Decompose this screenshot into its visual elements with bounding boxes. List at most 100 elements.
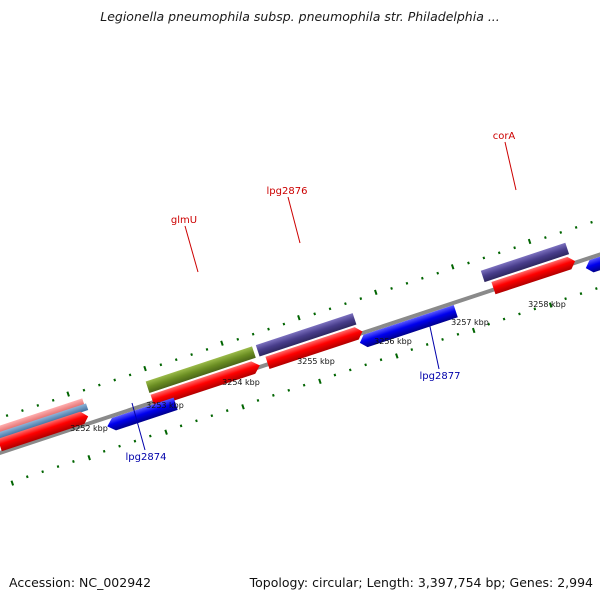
gene-pink-left[interactable]	[0, 398, 85, 435]
minor-tick	[574, 225, 578, 229]
major-tick	[87, 454, 91, 461]
gene-lpg2876-cog-bar[interactable]	[255, 313, 357, 357]
scale-label: 3254 kbp	[222, 378, 260, 387]
minor-tick	[287, 388, 291, 392]
minor-tick	[513, 246, 516, 250]
minor-tick	[159, 363, 163, 367]
accession-text: Accession: NC_002942	[9, 575, 152, 590]
minor-tick	[21, 409, 24, 412]
gene-glmU-arrow[interactable]	[150, 359, 262, 408]
minor-tick	[41, 470, 44, 474]
minor-tick	[421, 276, 424, 280]
scale-label: 3255 kbp	[297, 357, 335, 366]
gene-callouts	[131, 141, 517, 451]
minor-tick	[564, 297, 567, 301]
minor-tick	[410, 348, 414, 352]
minor-tick	[390, 286, 393, 290]
major-tick	[10, 480, 15, 486]
minor-tick	[502, 317, 506, 321]
minor-tick	[518, 312, 521, 316]
minor-tick	[128, 373, 132, 377]
minor-tick	[210, 414, 214, 418]
minor-tick	[533, 307, 537, 311]
major-tick	[220, 340, 224, 346]
scale-label: 3256 kbp	[374, 337, 412, 346]
minor-tick	[82, 388, 86, 392]
gene-label-corA[interactable]: corA	[493, 131, 516, 142]
gene-label-lpg2877[interactable]: lpg2877	[420, 371, 461, 382]
minor-tick	[595, 287, 598, 290]
minor-tick	[425, 343, 429, 346]
minor-tick	[467, 261, 470, 265]
minor-tick	[313, 312, 316, 316]
minor-tick	[179, 424, 183, 428]
gene-red-left[interactable]	[0, 410, 90, 452]
minor-tick	[98, 383, 101, 387]
scale-labels: 3252 kbp 3253 kbp 3254 kbp 3255 kbp 3256…	[70, 300, 566, 433]
minor-tick	[436, 271, 440, 275]
minor-tick	[482, 256, 486, 260]
reverse-tick-row	[10, 287, 598, 486]
major-tick	[395, 353, 399, 359]
minor-tick	[256, 398, 260, 402]
minor-tick	[348, 368, 352, 372]
minor-tick	[102, 449, 106, 453]
major-tick	[374, 289, 378, 295]
major-tick	[164, 429, 168, 435]
minor-tick	[497, 251, 501, 255]
scale-label: 3257 kbp	[451, 318, 489, 327]
major-tick	[318, 378, 322, 385]
forward-tick-row	[5, 220, 593, 418]
minor-tick	[118, 444, 121, 448]
minor-tick	[302, 383, 306, 387]
minor-tick	[25, 475, 29, 479]
major-tick	[527, 238, 532, 245]
minor-tick	[456, 332, 460, 336]
minor-tick	[559, 231, 563, 234]
minor-tick	[190, 353, 193, 357]
major-tick	[143, 365, 147, 372]
gene-glmU-cog-bar[interactable]	[145, 346, 256, 393]
minor-tick	[236, 337, 240, 341]
gene-lpg2877-arrow[interactable]	[358, 304, 458, 349]
minor-tick	[51, 398, 55, 402]
minor-tick	[405, 281, 409, 285]
gene-label-glmU[interactable]: glmU	[171, 215, 197, 226]
minor-tick	[282, 322, 286, 326]
minor-tick	[359, 297, 363, 301]
minor-tick	[333, 373, 337, 377]
genome-title: Legionella pneumophila subsp. pneumophil…	[100, 9, 500, 24]
minor-tick	[133, 439, 137, 443]
scale-label: 3258 kbp	[528, 300, 566, 309]
minor-tick	[174, 358, 178, 362]
minor-tick	[225, 409, 229, 413]
minor-tick	[195, 419, 198, 423]
gene-label-lpg2874[interactable]: lpg2874	[126, 452, 167, 463]
scale-label: 3253 kbp	[146, 401, 184, 410]
major-tick	[66, 391, 70, 397]
minor-tick	[148, 434, 152, 438]
gene-corA-cog-bar[interactable]	[480, 242, 570, 283]
genome-summary-text: Topology: circular; Length: 3,397,754 bp…	[249, 575, 593, 590]
gene-label-lpg2876[interactable]: lpg2876	[267, 186, 308, 197]
minor-tick	[441, 337, 444, 341]
minor-tick	[328, 307, 332, 311]
minor-tick	[205, 348, 209, 351]
major-tick	[241, 404, 245, 410]
minor-tick	[5, 414, 9, 418]
gene-right-edge-arrow[interactable]	[584, 215, 600, 274]
minor-tick	[487, 322, 491, 326]
gene-lpg2874-arrow[interactable]	[105, 397, 178, 433]
gene-lpg2876-arrow[interactable]	[265, 325, 364, 370]
major-tick	[297, 315, 301, 321]
gene-steel-left[interactable]	[0, 403, 89, 440]
minor-tick	[251, 332, 255, 336]
minor-tick	[36, 403, 40, 407]
minor-tick	[579, 292, 583, 296]
gene-corA-arrow[interactable]	[491, 255, 577, 295]
minor-tick	[56, 465, 60, 469]
minor-tick	[267, 327, 270, 331]
minor-tick	[72, 460, 75, 463]
minor-tick	[113, 378, 117, 382]
